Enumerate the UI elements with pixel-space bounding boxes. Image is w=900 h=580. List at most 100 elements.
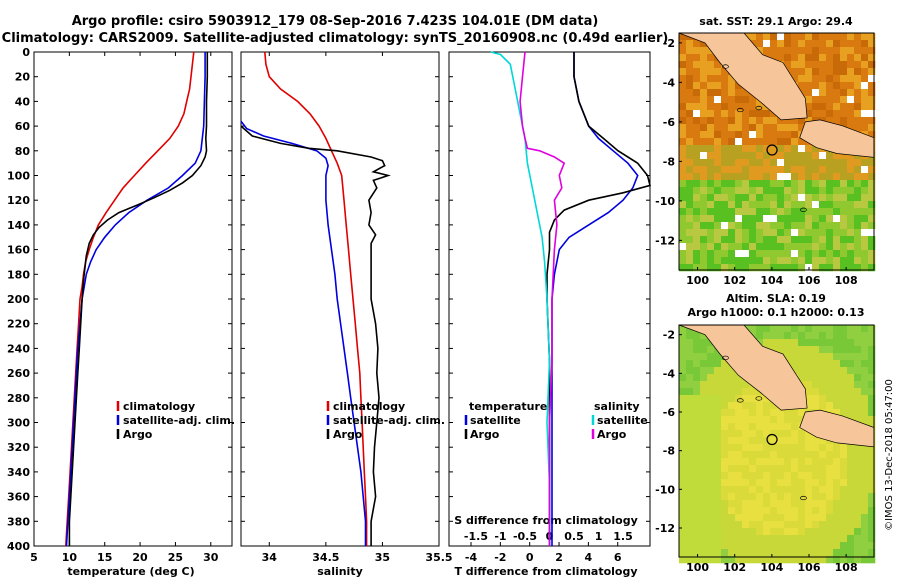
series-line-argo [241,126,388,546]
map-cell [791,201,798,208]
map-cell [721,479,728,486]
map-cell [693,486,700,493]
map-cell [714,451,721,458]
map-cell [861,416,868,423]
map-x-tick-label: 102 [723,274,746,287]
map-cell [721,89,728,96]
map-cell [812,222,819,229]
map-cell [798,243,805,250]
map-cell [756,159,763,166]
map-cell [847,89,854,96]
map-cell [812,493,819,500]
map-cell [847,166,854,173]
map-cell [777,444,784,451]
map-cell [791,437,798,444]
map-cell [742,465,749,472]
map-cell [742,437,749,444]
map-cell [686,535,693,542]
map-cell [693,402,700,409]
map-cell [728,395,735,402]
map-cell [784,215,791,222]
map-cell [714,465,721,472]
map-cell [791,458,798,465]
map-cell [693,339,700,346]
temperature-plot-frame [34,52,232,546]
x-tick-label: 30 [203,551,219,564]
map-cell [735,194,742,201]
map-cell [840,395,847,402]
map-cell [749,152,756,159]
map-cell [749,549,756,556]
map-cell [735,166,742,173]
map-cell [798,465,805,472]
map-cell [791,208,798,215]
map-cell [693,479,700,486]
map-cell [812,360,819,367]
map-cell [861,40,868,47]
series-line-argo [69,52,207,546]
map-cell [826,514,833,521]
map-cell [700,339,707,346]
map-cell [749,465,756,472]
map-cell [707,444,714,451]
map-cell [707,423,714,430]
map-cell [854,103,861,110]
map-cell [826,374,833,381]
map-cell [693,250,700,257]
map-cell [805,257,812,264]
map-cell [812,152,819,159]
map-cell [742,472,749,479]
map-cell [714,138,721,145]
map-cell [749,250,756,257]
map-cell [861,110,868,117]
map-cell [833,229,840,236]
map-cell [756,549,763,556]
map-cell [861,535,868,542]
map-cell [686,229,693,236]
map-cell [861,514,868,521]
map-cell [812,479,819,486]
series-line-climatology [265,52,367,546]
map-cell [763,229,770,236]
map-cell [798,47,805,54]
map-cell [777,222,784,229]
map-cell [833,82,840,89]
map-cell [714,395,721,402]
map-cell [798,215,805,222]
map-cell [819,486,826,493]
map-cell [721,374,728,381]
map-cell [728,409,735,416]
map-cell [805,229,812,236]
y-tick-label: 60 [15,120,31,133]
map-cell [749,514,756,521]
map-cell [791,444,798,451]
map-cell [679,145,686,152]
map-cell [686,507,693,514]
map-cell [847,514,854,521]
map-cell [693,145,700,152]
map-cell [833,528,840,535]
map-cell [749,208,756,215]
map-cell [840,166,847,173]
map-cell [798,325,805,332]
map-cell [700,215,707,222]
map-cell [791,124,798,131]
map-cell [770,250,777,257]
map-cell [826,82,833,89]
map-cell [700,131,707,138]
map-cell [847,201,854,208]
map-cell [861,236,868,243]
map-cell [854,33,861,40]
map-cell [749,458,756,465]
map-cell [742,528,749,535]
map-cell [861,215,868,222]
map-cell [728,528,735,535]
x-tick-label: -4 [465,551,478,564]
map-cell [812,82,819,89]
map-cell [784,528,791,535]
map-cell [686,173,693,180]
map-cell [812,451,819,458]
map-cell [770,117,777,124]
map-cell [693,159,700,166]
map-cell [805,535,812,542]
